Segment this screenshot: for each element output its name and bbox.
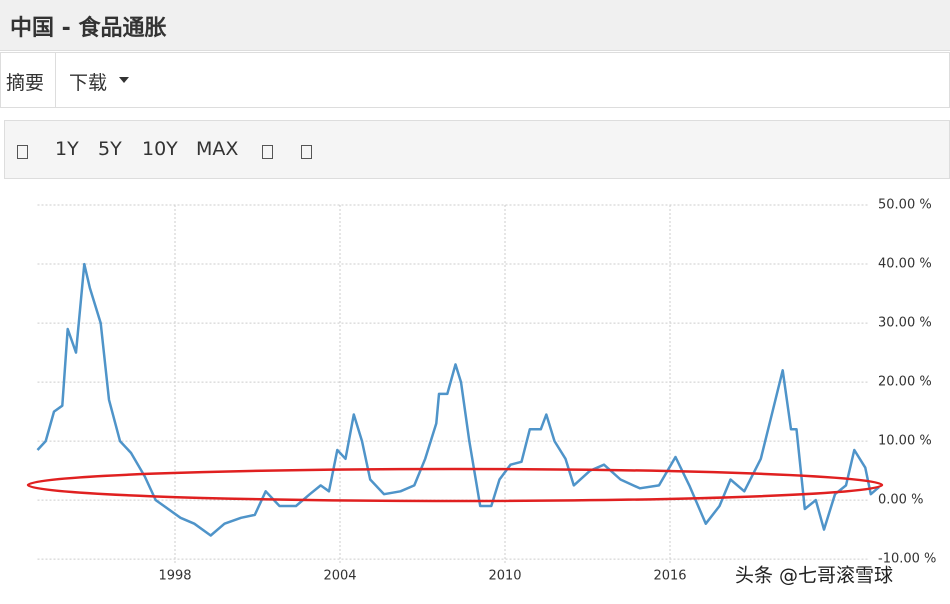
separator <box>55 53 56 107</box>
y-tick-label: 20.00 % <box>878 375 932 390</box>
range-button[interactable]: 1Y <box>55 138 79 160</box>
data-line <box>36 262 880 537</box>
x-tick-label: 2016 <box>653 569 686 584</box>
y-tick-label: 30.00 % <box>878 316 932 331</box>
y-tick-label: 10.00 % <box>878 434 932 449</box>
y-tick-label: 0.00 % <box>878 493 923 508</box>
dropdown-caret[interactable] <box>119 77 129 83</box>
toolbar: 1Y 5Y 10Y MAX <box>4 120 950 179</box>
page-title: 中国 - 食品通胀 <box>10 16 167 41</box>
x-tick-label: 2010 <box>488 569 521 584</box>
watermark-halo: 头条 @七哥滚雪球 <box>735 565 893 587</box>
range-button[interactable]: 10Y <box>142 138 178 160</box>
header: 中国 - 食品通胀 <box>0 0 950 51</box>
icon-button[interactable] <box>301 145 312 159</box>
icon-button[interactable] <box>262 145 273 159</box>
icon-button[interactable] <box>17 145 28 159</box>
chart: 头条 @七哥滚雪球 头条 @七哥滚雪球 50.00 %40.00 %30.00 … <box>26 198 936 588</box>
tab[interactable]: 下载 <box>69 72 108 94</box>
x-tick-label: 2004 <box>323 569 356 584</box>
watermark: 头条 @七哥滚雪球 <box>735 565 893 587</box>
highlight-ellipse <box>26 467 884 503</box>
tab[interactable]: 摘要 <box>6 72 45 94</box>
tab-bar: 摘要 下载 <box>0 52 950 108</box>
range-button[interactable]: 5Y <box>98 138 122 160</box>
y-tick-label: 40.00 % <box>878 257 932 272</box>
x-tick-label: 1998 <box>158 569 191 584</box>
range-button[interactable]: MAX <box>196 138 239 160</box>
y-tick-label: -10.00 % <box>878 552 936 567</box>
y-tick-label: 50.00 % <box>878 198 932 213</box>
